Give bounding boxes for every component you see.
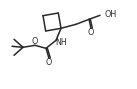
Text: OH: OH [104, 10, 116, 19]
Text: NH: NH [55, 38, 67, 47]
Text: O: O [46, 58, 52, 67]
Text: O: O [32, 37, 38, 46]
Text: O: O [88, 28, 94, 37]
